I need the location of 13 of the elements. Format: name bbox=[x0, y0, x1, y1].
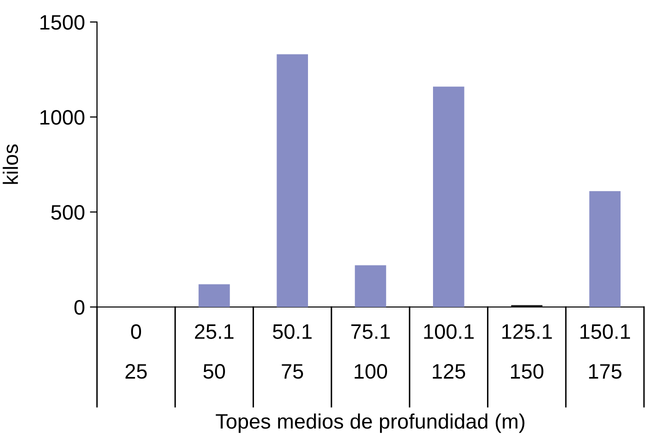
category-label: 0 25 bbox=[126, 324, 147, 379]
category-label: 50.1 75 bbox=[272, 324, 312, 379]
y-tick-label: 1500 bbox=[40, 15, 84, 30]
category-label: 75.1 100 bbox=[351, 324, 390, 379]
y-axis-title: kilos bbox=[2, 144, 18, 184]
y-tick-label: 500 bbox=[51, 205, 84, 220]
y-tick-label: 0 bbox=[74, 300, 84, 315]
category-label: 100.1 125 bbox=[424, 324, 474, 379]
category-label: 150.1 175 bbox=[580, 324, 630, 379]
x-axis-title: Topes medios de profundidad (m) bbox=[216, 413, 524, 433]
category-label: 25.1 50 bbox=[194, 324, 234, 379]
y-tick-label: 1000 bbox=[40, 110, 84, 125]
category-label: 125.1 150 bbox=[502, 324, 552, 379]
